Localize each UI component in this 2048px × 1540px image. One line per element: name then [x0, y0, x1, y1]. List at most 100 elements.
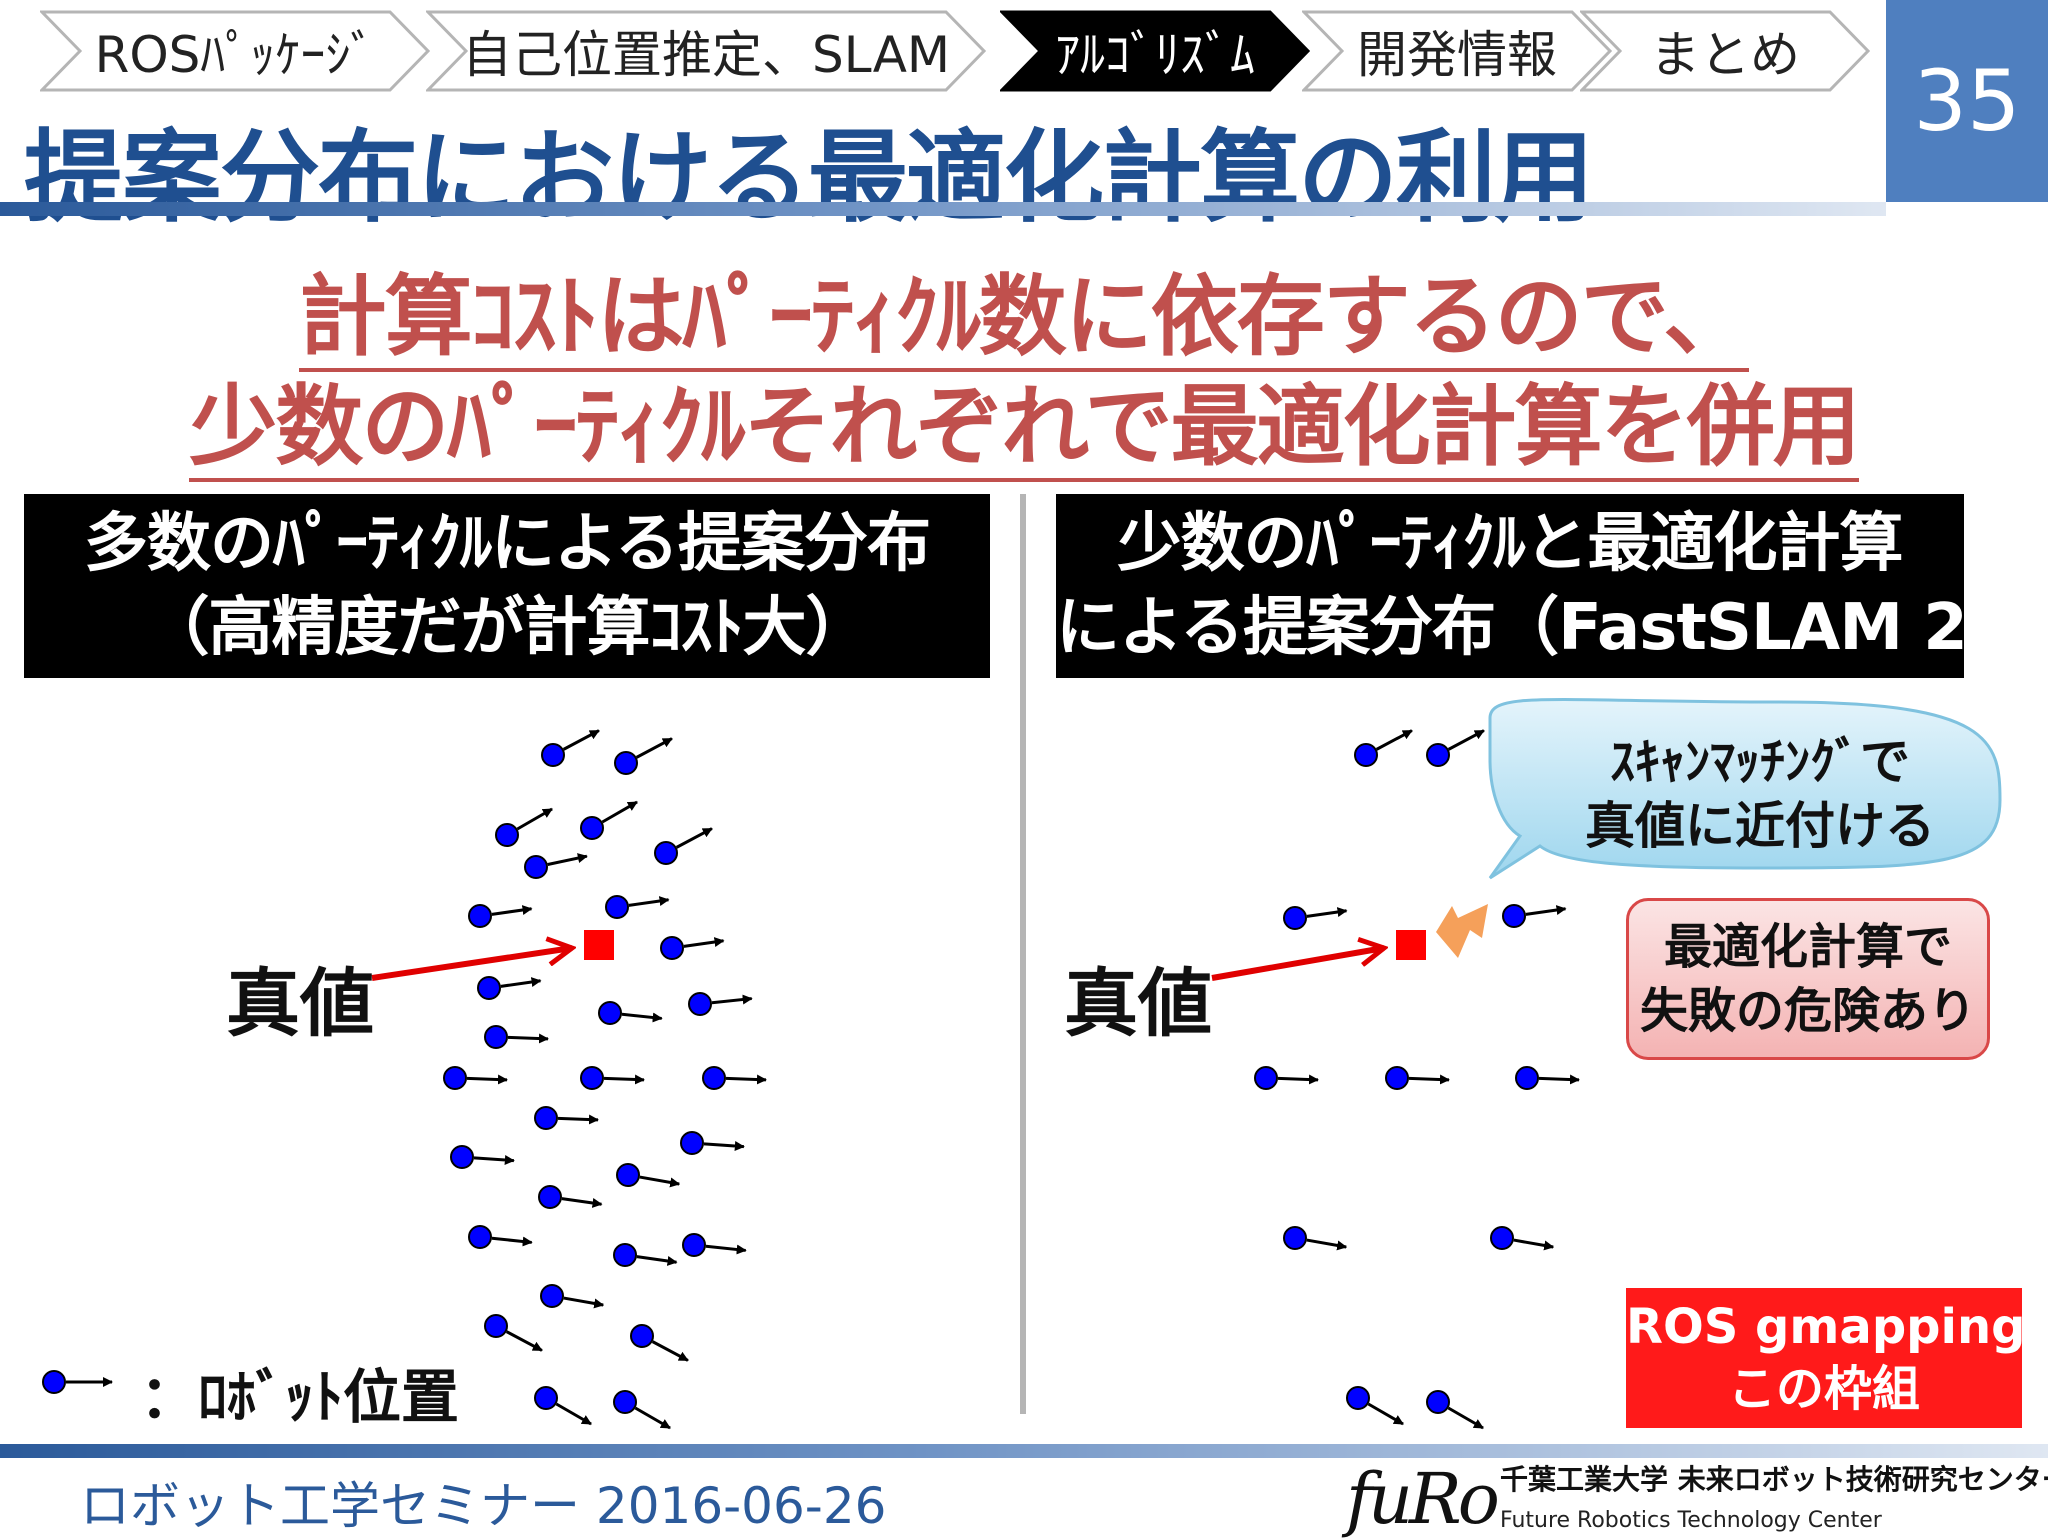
particle-heading-arrow: [651, 1340, 689, 1362]
particle-robot-position: [541, 743, 565, 767]
particle-robot-position: [605, 895, 629, 919]
bubble-text: ｽｷｬﾝﾏｯﾁﾝｸﾞで 真値に近付ける: [1550, 730, 1970, 858]
breadcrumb-label: ｱﾙｺﾞﾘｽﾞﾑ: [1055, 26, 1255, 84]
particle-heading-arrow: [601, 800, 638, 824]
right-heading-line-1: 少数のﾊﾟｰﾃｨｸﾙと最適化計算: [1117, 507, 1904, 581]
particle-robot-position: [1515, 1066, 1539, 1090]
right-panel-heading: 少数のﾊﾟｰﾃｨｸﾙと最適化計算 による提案分布（FastSLAM 2.0）: [1056, 494, 2048, 678]
breadcrumb-label: ROSﾊﾟｯｹｰｼﾞ: [94, 26, 376, 84]
particle-robot-position: [495, 823, 519, 847]
orange-pointer-icon: [1436, 904, 1488, 958]
furo-logo: fuRo: [1346, 1458, 1500, 1540]
particle-heading-arrow: [491, 905, 533, 916]
left-heading-line-2: （高精度だが計算ｺｽﾄ大）: [145, 591, 870, 665]
particle-robot-position: [538, 1185, 562, 1209]
chevron-shape: [1580, 10, 1870, 92]
left-truth-label: 真値: [226, 961, 374, 1047]
breadcrumb-label: まとめ: [1650, 26, 1800, 84]
particle-heading-arrow: [547, 853, 588, 866]
particle-robot-position: [1354, 743, 1378, 767]
particle-robot-position: [613, 1390, 637, 1414]
particle-heading-arrow: [675, 827, 713, 849]
particle-robot-position: [1502, 904, 1526, 928]
right-heading-line-2: による提案分布（FastSLAM 2.0）: [1056, 591, 2048, 665]
particle-heading-arrow: [634, 1406, 671, 1430]
particle-heading-arrow: [621, 1012, 663, 1023]
bubble-line-1: ｽｷｬﾝﾏｯﾁﾝｸﾞで: [1610, 733, 1910, 791]
particle-robot-position: [1283, 1226, 1307, 1250]
particle-heading-arrow: [1513, 1238, 1555, 1251]
breadcrumb-label: 自己位置推定、SLAM: [461, 26, 951, 84]
ros-line-1: ROS gmapping も: [1626, 1299, 2048, 1355]
particle-heading-arrow: [466, 1074, 508, 1085]
particle-heading-arrow: [628, 896, 670, 907]
panel-divider: [1020, 494, 1026, 1414]
legend-label: ：ﾛﾎﾞｯﾄ位置: [140, 1363, 460, 1431]
chevron-shape: [1302, 10, 1612, 92]
particle-heading-arrow: [1525, 905, 1567, 916]
particle-robot-position: [580, 816, 604, 840]
particle-robot-position: [1426, 743, 1450, 767]
left-panel-heading: 多数のﾊﾟｰﾃｨｸﾙによる提案分布 （高精度だが計算ｺｽﾄ大）: [24, 494, 990, 678]
chevron-shape: [426, 10, 986, 92]
page-number: 35: [1886, 0, 2048, 202]
particle-robot-position: [613, 1243, 637, 1267]
particle-heading-arrow: [1408, 1074, 1450, 1085]
particle-heading-arrow: [500, 977, 542, 988]
particle-robot-position: [468, 1225, 492, 1249]
particle-heading-arrow: [1538, 1074, 1580, 1085]
breadcrumb-item-ros-package[interactable]: ROSﾊﾟｯｹｰｼﾞ: [40, 10, 430, 92]
particle-heading-arrow: [725, 1074, 767, 1085]
particle-heading-arrow: [516, 807, 553, 831]
particle-heading-arrow: [636, 1255, 678, 1266]
footer-org-en: Future Robotics Technology Center: [1500, 1508, 1882, 1533]
particle-heading-arrow: [703, 1141, 745, 1151]
chevron-shape: [1000, 10, 1310, 92]
left-particle-cloud: [443, 729, 767, 1430]
breadcrumb-item-dev-info[interactable]: 開発情報: [1302, 10, 1612, 92]
speech-bubble: [1488, 697, 2002, 880]
particle-robot-position: [616, 1163, 640, 1187]
particle-heading-arrow: [555, 1402, 592, 1426]
particle-robot-position: [660, 936, 684, 960]
particle-heading-arrow: [683, 937, 725, 948]
breadcrumb: ROSﾊﾟｯｹｰｼﾞ 自己位置推定、SLAM ｱﾙｺﾞﾘｽﾞﾑ 開発情報 まとめ: [40, 2, 1870, 94]
title-underline: [0, 202, 1886, 216]
particle-robot-position: [702, 1066, 726, 1090]
particle-robot-position: [524, 855, 548, 879]
particle-robot-position: [682, 1233, 706, 1257]
right-truth-arrow: [1211, 948, 1384, 981]
particle-robot-position: [654, 841, 678, 865]
particle-robot-position: [630, 1324, 654, 1348]
breadcrumb-label: 開発情報: [1357, 26, 1557, 84]
particle-heading-arrow: [1375, 729, 1413, 751]
right-truth-marker: [1396, 930, 1426, 960]
breadcrumb-item-algorithm[interactable]: ｱﾙｺﾞﾘｽﾞﾑ: [1000, 10, 1310, 92]
particle-robot-position: [484, 1025, 508, 1049]
particle-heading-arrow: [561, 1197, 603, 1208]
particle-robot-position: [477, 976, 501, 1000]
particle-robot-position: [688, 992, 712, 1016]
lead-line-1: 計算ｺｽﾄはﾊﾟｰﾃｨｸﾙ数に依存するので、: [0, 246, 2048, 373]
particle-robot-position: [614, 751, 638, 775]
breadcrumb-item-localization-slam[interactable]: 自己位置推定、SLAM: [426, 10, 986, 92]
left-heading-line-1: 多数のﾊﾟｰﾃｨｸﾙによる提案分布: [83, 507, 931, 581]
particle-heading-arrow: [705, 1244, 747, 1255]
particle-robot-position: [1283, 906, 1307, 930]
particle-heading-arrow: [1367, 1402, 1404, 1426]
particle-heading-arrow: [635, 737, 673, 759]
right-truth-label: 真値: [1064, 961, 1212, 1047]
lead-text-2: 少数のﾊﾟｰﾃｨｸﾙそれぞれで最適化計算を併用: [189, 375, 1861, 482]
particle-robot-position: [450, 1145, 474, 1169]
breadcrumb-item-summary[interactable]: まとめ: [1580, 10, 1870, 92]
particle-heading-arrow: [1306, 907, 1348, 918]
particle-heading-arrow: [603, 1074, 645, 1085]
bubble-line-2: 真値に近付ける: [1585, 797, 1935, 855]
chevron-shape: [40, 10, 430, 92]
particle-heading-arrow: [711, 994, 753, 1005]
footer-seminar: ロボット工学セミナー 2016-06-26: [80, 1477, 887, 1535]
particle-robot-position: [680, 1131, 704, 1155]
particle-robot-position: [443, 1066, 467, 1090]
particle-heading-arrow: [491, 1236, 533, 1247]
